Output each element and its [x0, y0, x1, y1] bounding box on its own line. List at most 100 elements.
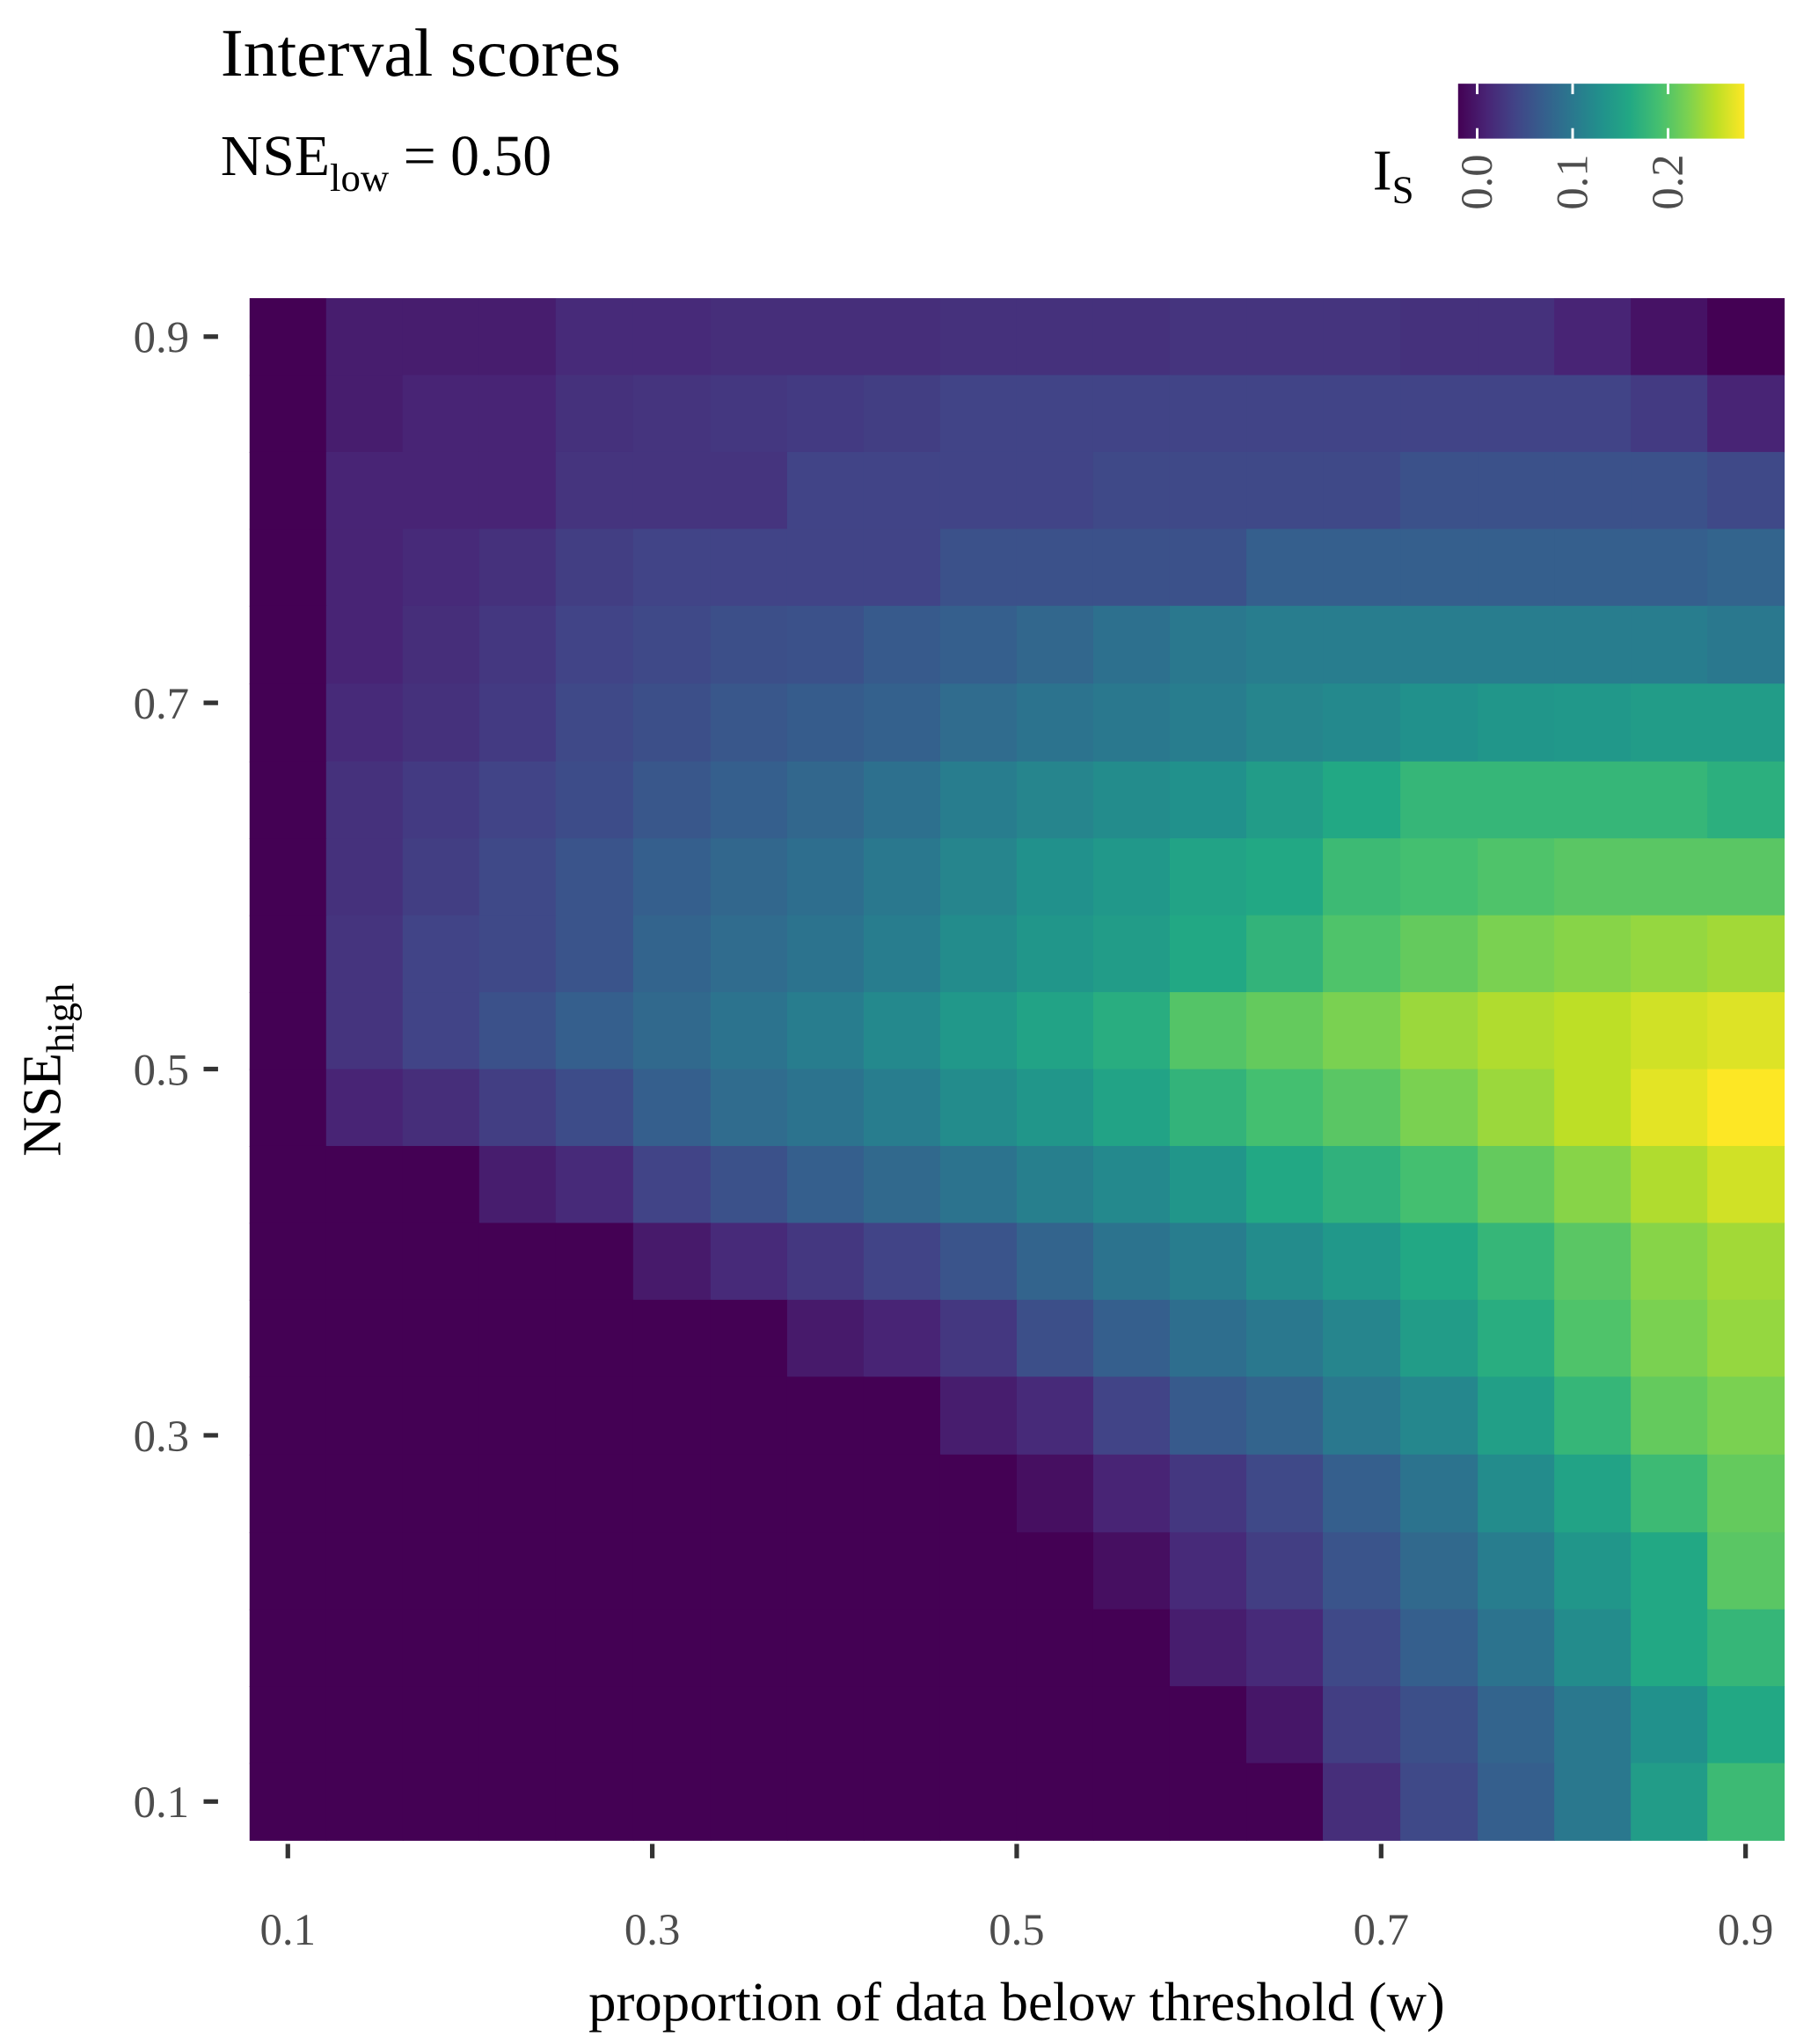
heat-cell: [632, 1763, 712, 1841]
y-tick-label: 0.5: [134, 1045, 189, 1094]
heat-cell: [555, 1223, 634, 1301]
heat-cell: [402, 915, 480, 993]
heat-cell: [1246, 683, 1324, 763]
heat-cell: [1016, 1145, 1094, 1224]
heat-cell: [1631, 915, 1709, 993]
heat-cell: [710, 298, 788, 376]
heat-cell: [325, 1686, 404, 1764]
heat-cell: [863, 915, 941, 993]
heat-cell: [1323, 529, 1401, 607]
heat-cell: [1169, 605, 1247, 685]
heat-cell: [478, 1454, 557, 1534]
heat-cell: [1169, 915, 1247, 993]
heat-cell: [1631, 1145, 1709, 1224]
heat-cell: [1554, 838, 1632, 916]
heat-cell: [325, 992, 404, 1070]
heat-cell: [1092, 605, 1171, 685]
heat-cell: [1246, 605, 1324, 685]
heat-cell: [402, 1069, 480, 1147]
y-tick-label: 0.7: [134, 679, 189, 728]
heat-cell: [1246, 992, 1324, 1070]
heat-cell: [325, 915, 404, 993]
heat-cell: [1323, 375, 1401, 453]
heat-cell: [939, 838, 1018, 916]
heat-cell: [786, 375, 865, 453]
heat-cell: [1400, 605, 1479, 685]
subtitle-rest: = 0.50: [389, 125, 551, 188]
heat-cell: [325, 529, 404, 607]
heat-cell: [402, 375, 480, 453]
heat-cell: [1016, 451, 1094, 530]
heat-cell: [863, 451, 941, 530]
heat-cell: [863, 1454, 941, 1534]
heat-cell: [939, 1454, 1018, 1534]
heat-cell: [863, 1532, 941, 1610]
heatmap: [249, 298, 1785, 1841]
heat-cell: [1400, 529, 1479, 607]
heat-cell: [1631, 1376, 1709, 1456]
heat-cell: [402, 1145, 480, 1224]
heat-cell: [710, 451, 788, 530]
heat-cell: [478, 605, 557, 685]
heat-cell: [1016, 838, 1094, 916]
heat-cell: [1092, 1223, 1171, 1301]
heat-cell: [710, 1299, 788, 1378]
heat-cell: [1400, 1223, 1479, 1301]
heat-cell: [1631, 529, 1709, 607]
heat-cell: [325, 375, 404, 453]
heat-cell: [1478, 605, 1556, 685]
heat-cell: [1323, 838, 1401, 916]
heat-cell: [632, 683, 712, 763]
heat-cell: [1554, 1686, 1632, 1764]
heat-cell: [249, 605, 327, 685]
heat-cell: [1400, 375, 1479, 453]
heat-cell: [1092, 1609, 1171, 1688]
heat-cell: [1478, 683, 1556, 763]
heat-cell: [555, 1763, 634, 1841]
heat-cell: [478, 1686, 557, 1764]
heat-cell: [1707, 1454, 1785, 1534]
heat-cell: [632, 1454, 712, 1534]
heat-cell: [249, 761, 327, 840]
heat-cell: [1092, 529, 1171, 607]
heat-cell: [1016, 1454, 1094, 1534]
heat-cell: [786, 683, 865, 763]
heat-cell: [1554, 1532, 1632, 1610]
heat-cell: [1400, 683, 1479, 763]
heat-cell: [1016, 683, 1094, 763]
heat-cell: [1169, 1609, 1247, 1688]
heat-cell: [1092, 298, 1171, 376]
heat-cell: [1707, 761, 1785, 840]
x-tick-label: 0.3: [624, 1905, 680, 1954]
heat-cell: [863, 605, 941, 685]
heat-cell: [249, 298, 327, 376]
heat-cell: [1323, 298, 1401, 376]
heat-cell: [555, 529, 634, 607]
heat-cell: [249, 375, 327, 453]
colorbar-gradient: [1457, 84, 1745, 139]
heat-cell: [402, 1299, 480, 1378]
heat-cell: [1400, 761, 1479, 840]
subtitle-main: NSE: [221, 125, 330, 188]
heat-cell: [939, 1532, 1018, 1610]
heat-cell: [1092, 838, 1171, 916]
heat-cell: [1478, 1069, 1556, 1147]
heat-cell: [1707, 915, 1785, 993]
heat-cell: [1478, 1376, 1556, 1456]
heat-cell: [478, 375, 557, 453]
heat-cell: [402, 1763, 480, 1841]
legend-title-sub: S: [1392, 168, 1414, 212]
heat-cell: [863, 992, 941, 1070]
axes: 0.1 0.3 0.5 0.7 0.9 0.1 0.3 0.5 0.7 0.9: [134, 313, 1774, 1954]
heat-cell: [786, 529, 865, 607]
heat-cell: [249, 1145, 327, 1224]
heat-cell: [1246, 915, 1324, 993]
x-tick-label: 0.1: [260, 1905, 316, 1954]
heat-cell: [555, 761, 634, 840]
heat-cell: [1323, 1299, 1401, 1378]
heat-cell: [1707, 1299, 1785, 1378]
heat-cell: [710, 992, 788, 1070]
heat-cell: [555, 992, 634, 1070]
heat-cell: [1169, 1454, 1247, 1534]
